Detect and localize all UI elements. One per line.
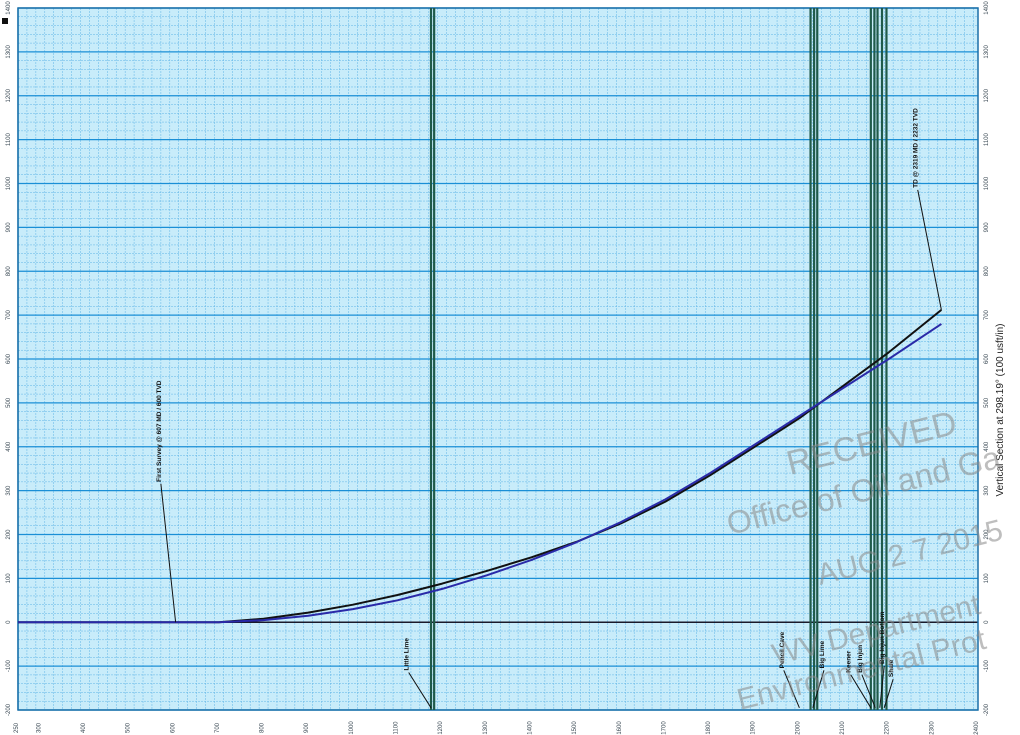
y-tick-label-left: 600 [6,353,12,364]
annotation-label: TD @ 2319 MD / 2232 TVD [913,108,920,188]
x-tick-label: 900 [304,722,310,733]
y-tick-label-left: 1400 [6,1,12,15]
y-tick-label-right: 800 [984,266,990,277]
y-tick-label-right: 200 [984,529,990,540]
annotation-label: Big Injun Bottom [879,611,886,664]
y-tick-labels: -200 -200 -100 -100 0 0 100 100 200 200 300 300 400 4… [6,1,990,716]
y-tick-label-left: 700 [6,309,12,320]
x-tick-label: 250 [14,722,20,733]
y-tick-label-left: 500 [6,397,12,408]
x-tick-label: 1900 [751,721,757,735]
x-tick-label: 1100 [394,721,400,735]
well-paths [18,309,943,624]
y-tick-label-right: 1200 [984,88,990,102]
y-tick-label-right: 1400 [984,1,990,15]
y-tick-label-left: 300 [6,485,12,496]
y-tick-label-left: 1200 [6,88,12,102]
y-tick-label-left: 900 [6,222,12,233]
annotation-label: Pencil Cave [779,631,786,668]
annotation-leader [883,678,894,708]
y-tick-label-right: 700 [984,309,990,320]
y-tick-label-left: -200 [6,703,12,716]
annotation-label: Little Lime [404,638,411,671]
x-tick-label: 2300 [929,721,935,735]
x-tick-label: 300 [36,722,42,733]
y-axis-label: Vertical Section at 298.19° (100 usft/in… [995,324,1006,497]
annotation-leader [850,674,872,709]
x-tick-labels: 250 300 400 500 600 700 800 900 1000 1100 1200 1300… [14,721,980,735]
y-tick-label-left: 800 [6,266,12,277]
annotation-label: First Survey @ 607 MD / 600 TVD [156,380,163,482]
y-tick-label-right: 1000 [984,176,990,190]
x-tick-label: 1300 [483,721,489,735]
y-tick-label-right: 1300 [984,45,990,59]
annotation-leader [917,189,942,310]
y-tick-label-left: 200 [6,529,12,540]
y-tick-label-left: 0 [6,620,12,624]
well-path-line [18,309,943,624]
x-tick-label: 500 [126,722,132,733]
annotation-label: Shale [888,659,895,677]
x-tick-label: 600 [170,722,176,733]
annotation-leader [408,672,432,709]
plot-frame [17,7,979,711]
received-stamp: RECEIVED Office of Oil and Ga AUG 2 7 20… [723,404,1006,717]
x-tick-label: 1400 [527,721,533,735]
y-tick-label-right: 100 [984,573,990,584]
y-tick-label-right: 300 [984,485,990,496]
x-tick-label: 1500 [572,721,578,735]
y-tick-label-left: -100 [6,659,12,672]
y-tick-label-right: 400 [984,441,990,452]
y-tick-label-right: 0 [984,620,990,624]
y-tick-label-left: 1000 [6,176,12,190]
x-tick-label: 2100 [840,721,846,735]
y-tick-label-left: 100 [6,573,12,584]
x-tick-label: 400 [81,722,87,733]
annotation-label: Big Lime [819,640,826,668]
x-tick-label: 1800 [706,721,712,735]
annotations: First Survey @ 607 MD / 600 TVD TD @ 2319… [156,108,942,709]
x-tick-label: 2400 [974,721,980,735]
y-tick-label-right: -200 [984,703,990,716]
y-tick-label-left: 1300 [6,45,12,59]
x-tick-label: 2200 [885,721,891,735]
annotation-label: Keener [846,650,853,673]
annotation-leader [160,483,177,623]
y-tick-label-right: 600 [984,353,990,364]
y-tick-label-right: 500 [984,397,990,408]
x-tick-label: 800 [260,722,266,733]
annotation-leader [879,665,885,708]
y-tick-label-right: 900 [984,222,990,233]
x-tick-label: 700 [215,722,221,733]
y-tick-label-right: -100 [984,659,990,672]
x-tick-label: 2000 [795,721,801,735]
x-tick-label: 1000 [349,721,355,735]
formation-lines [429,8,888,710]
annotation-label: Big Injun [857,645,864,673]
y-tick-label-left: 400 [6,441,12,452]
x-tick-label: 1600 [617,721,623,735]
y-tick-label-right: 1100 [984,133,990,147]
x-tick-label: 1700 [661,721,667,735]
corner-mark [2,18,8,24]
annotation-leader [812,670,825,708]
x-tick-label: 1200 [438,721,444,735]
y-tick-label-left: 1100 [6,133,12,147]
well-path-line [18,323,942,624]
annotation-leader [861,674,876,708]
annotation-leader [783,670,800,708]
